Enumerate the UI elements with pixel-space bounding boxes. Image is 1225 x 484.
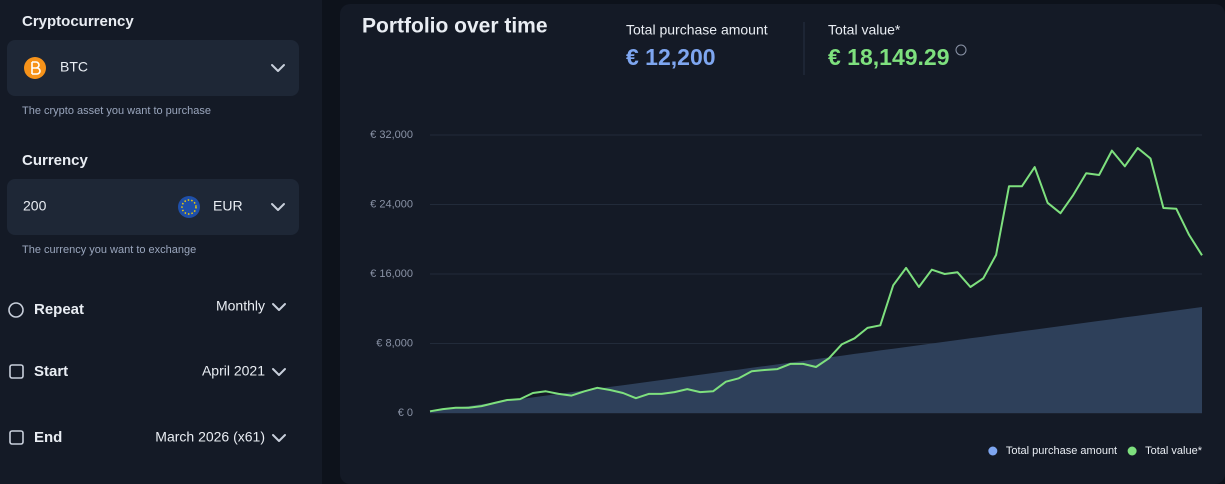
value[interactable]: March 2026 (x61): [155, 429, 265, 445]
chevron: [272, 368, 286, 376]
legend-swatch: [1127, 446, 1137, 456]
eur-icon: [178, 196, 200, 218]
repeat-icon: [8, 302, 24, 318]
summary-label: Total purchase amount: [626, 22, 768, 38]
btc-glyph: [31, 61, 41, 75]
info-icon[interactable]: [955, 44, 967, 56]
label: End: [34, 429, 62, 446]
amount: 200: [23, 198, 47, 214]
label: Repeat: [34, 301, 84, 318]
calendar-icon: [9, 430, 24, 445]
chevron: [271, 64, 285, 72]
currency-select[interactable]: [7, 179, 299, 235]
y-tick-label: € 32,000: [370, 129, 413, 141]
value: BTC: [60, 59, 88, 75]
chevron: [272, 303, 286, 311]
y-tick-label: € 24,000: [370, 198, 413, 210]
legend-label: Total value*: [1145, 445, 1203, 457]
value[interactable]: April 2021: [202, 363, 265, 379]
label: Cryptocurrency: [22, 13, 134, 30]
chevron: [272, 434, 286, 442]
eur-stars: [181, 199, 197, 215]
y-tick-label: € 8,000: [376, 337, 413, 349]
chevron: [271, 203, 285, 211]
summary-label: Total value*: [828, 22, 901, 38]
calendar-icon: [9, 364, 24, 379]
summary-value: € 18,149.29: [828, 44, 950, 70]
area: [430, 307, 1202, 413]
label: Currency: [22, 152, 89, 169]
hint: The currency you want to exchange: [22, 244, 196, 256]
value: EUR: [213, 198, 243, 214]
value[interactable]: Monthly: [216, 298, 265, 314]
legend-swatch: [988, 446, 998, 456]
label: Start: [34, 363, 68, 380]
plot: € 0 € 8,000 € 16,000 € 24,000 € 32,000 Total …: [370, 129, 1203, 457]
crypto-select[interactable]: [7, 40, 299, 96]
chart-title: Portfolio over time: [362, 15, 548, 38]
hint: The crypto asset you want to purchase: [22, 105, 211, 117]
legend-label: Total purchase amount: [1006, 445, 1117, 457]
y-tick-label: € 0: [398, 407, 413, 419]
summary-value: € 12,200: [626, 44, 716, 70]
line: [429, 147, 1203, 413]
y-tick-label: € 16,000: [370, 268, 413, 280]
